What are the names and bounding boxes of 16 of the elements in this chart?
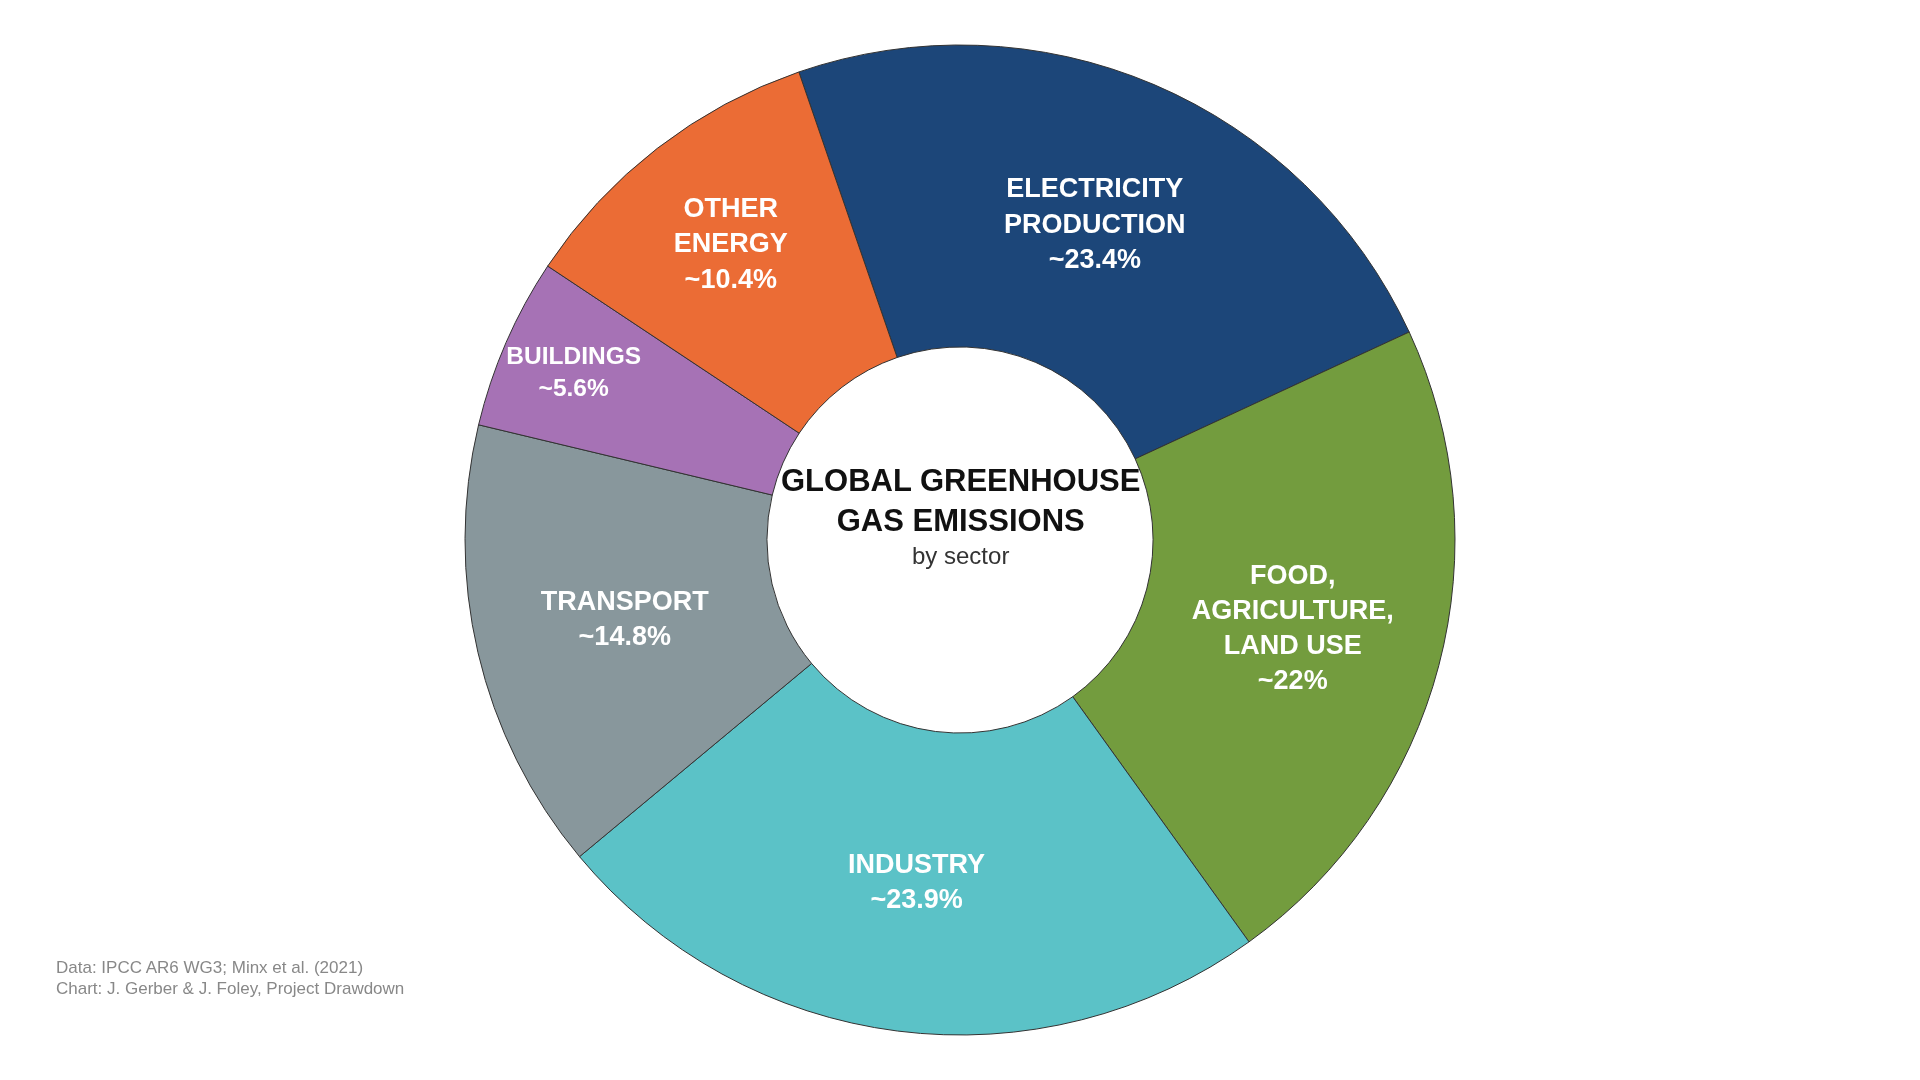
slice-label: BUILDINGS [506,342,642,370]
data-label: ~22% [1257,665,1328,696]
text: Chart: J. Gerber & J. Foley, Project Drawdown [56,979,405,998]
slice-label: OTHER ENERGY [673,193,788,259]
text: by sector [912,542,1010,569]
slice-label: TRANSPORT [540,585,710,616]
data-label: ~23.4% [1048,243,1142,274]
data-label: ~5.6% [538,373,609,401]
slice-label: INDUSTRY [848,848,986,879]
data-label: ~23.9% [870,883,963,914]
text: GLOBAL GREENHOUSE GAS EMISSIONS [781,463,1141,539]
data-label: ~14.8% [578,620,671,651]
text: Data: IPCC AR6 WG3; Minx et al. (2021) [56,958,364,977]
slice-label: FOOD, AGRICULTURE, LAND USE [1191,559,1394,660]
slice-label: ELECTRICITY PRODUCTION [1004,173,1186,239]
data-label: ~10.4% [684,263,777,294]
